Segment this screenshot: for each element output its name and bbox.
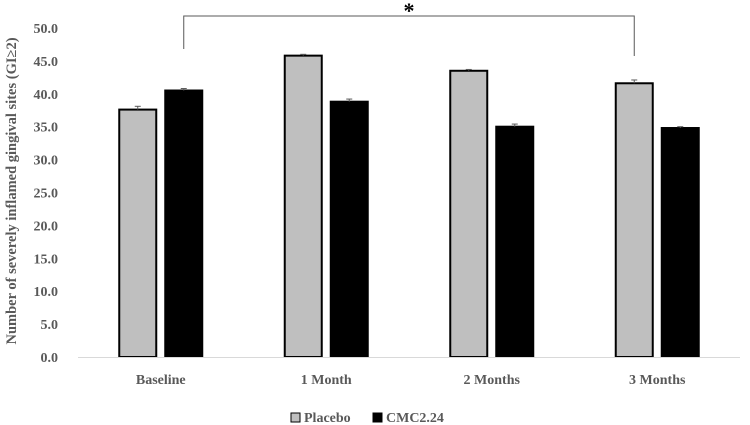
legend: Placebo CMC2.24 [290, 411, 444, 425]
y-axis-label: Number of severely inflamed gingival sit… [4, 37, 20, 344]
y-tick-label: 25.0 [34, 187, 59, 202]
bars [118, 53, 700, 359]
bar-placebo-3 [449, 69, 489, 359]
bar-cmc224-1 [164, 89, 204, 358]
legend-swatch-placebo [290, 412, 301, 423]
category-label: 1 Month [301, 373, 352, 388]
y-tick-label: 30.0 [34, 154, 59, 169]
y-tick-label: 45.0 [34, 55, 59, 70]
y-tick-label: 40.0 [34, 88, 59, 103]
significance-bracket-line [183, 15, 635, 56]
bar-cmc224-4 [660, 127, 700, 358]
y-tick-label: 20.0 [34, 219, 59, 234]
significance-bracket: * [183, 0, 635, 56]
y-tick-label: 15.0 [34, 252, 59, 267]
category-label: 2 Months [464, 373, 521, 388]
category-labels: Baseline 1 Month 2 Months 3 Months [136, 373, 686, 388]
bar-cmc224-3 [495, 125, 535, 358]
legend-label: Placebo [304, 411, 351, 425]
y-axis-ticks: 0.0 5.0 10.0 15.0 20.0 25.0 30.0 35.0 40.0 45.0 50… [34, 22, 59, 366]
category-label: 3 Months [629, 373, 686, 388]
y-tick-label: 35.0 [34, 121, 59, 136]
y-tick-label: 5.0 [41, 318, 59, 333]
bar-cmc224-2 [329, 100, 369, 358]
bar-placebo-2 [283, 54, 323, 359]
bar-placebo-4 [614, 82, 654, 358]
y-tick-label: 50.0 [34, 22, 59, 37]
bar-placebo-1 [118, 108, 158, 359]
significance-marker: * [404, 0, 415, 23]
legend-label: CMC2.24 [386, 411, 444, 425]
legend-swatch-cmc224 [372, 412, 383, 423]
y-tick-label: 0.0 [41, 351, 59, 366]
category-label: Baseline [136, 373, 186, 388]
y-tick-label: 10.0 [34, 285, 59, 300]
